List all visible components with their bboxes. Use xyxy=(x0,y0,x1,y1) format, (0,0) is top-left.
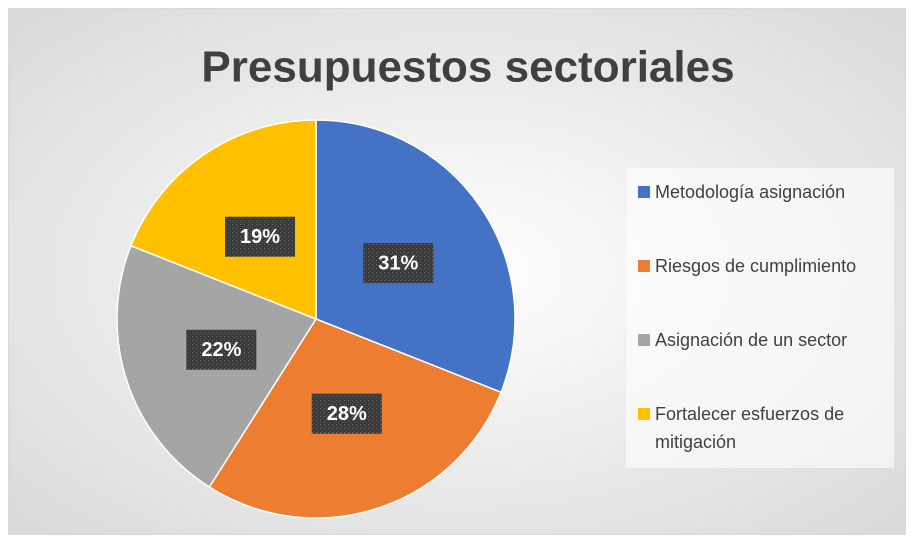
pie-slice xyxy=(130,119,317,321)
data-label-box xyxy=(311,393,382,434)
legend-swatch xyxy=(638,260,650,272)
legend-entry: Asignación de un sector xyxy=(638,326,888,354)
legend-swatch xyxy=(638,408,650,420)
legend-swatch xyxy=(638,334,650,346)
data-label: 22% xyxy=(201,339,241,361)
data-label: 31% xyxy=(378,252,418,274)
legend: Metodología asignación Riesgos de cumplim… xyxy=(626,168,894,468)
data-label-box xyxy=(225,216,296,257)
data-label-box xyxy=(363,243,434,284)
data-label-box xyxy=(186,329,257,370)
data-label: 19% xyxy=(240,226,280,248)
legend-label: Riesgos de cumplimiento xyxy=(655,256,857,276)
legend-entry: Metodología asignación xyxy=(638,178,888,206)
data-label: 28% xyxy=(327,403,367,425)
legend-label: Asignación de un sector xyxy=(655,330,848,350)
chart-title: Presupuestos sectoriales xyxy=(201,43,734,92)
legend-entry: Fortalecer esfuerzos de mitigación xyxy=(638,400,888,456)
legend-entry: Riesgos de cumplimiento xyxy=(638,252,888,280)
legend-label: Metodología asignación xyxy=(655,182,846,202)
legend-swatch xyxy=(638,186,650,198)
legend-label: Fortalecer esfuerzos de mitigación xyxy=(655,404,845,452)
